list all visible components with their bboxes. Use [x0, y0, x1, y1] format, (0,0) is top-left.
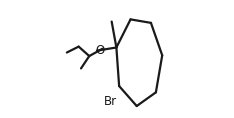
Text: O: O — [95, 44, 105, 57]
Text: Br: Br — [104, 95, 117, 108]
